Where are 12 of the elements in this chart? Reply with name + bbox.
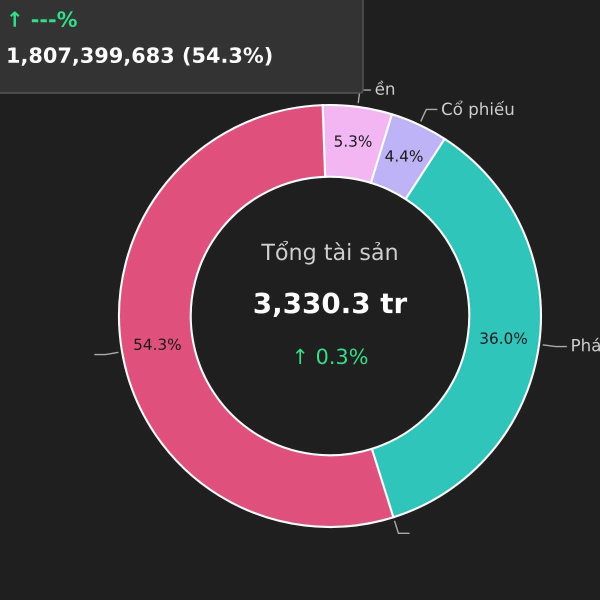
text: 3,330.3 tr [254, 292, 408, 318]
slice-label: Cổ phiếu [442, 100, 514, 118]
text: 1,807,399,683 (54.3%) [8, 46, 272, 66]
data-label: 54.3% [134, 338, 181, 350]
text: ↑ 0.3% [296, 348, 368, 364]
data-label: 5.3% [334, 135, 372, 147]
slice-label: Phá [572, 338, 600, 352]
slice-label: ền [376, 80, 394, 95]
data-label: 36.0% [480, 332, 527, 344]
text: Tổng tài sản [261, 240, 397, 265]
data-label: 4.4% [385, 150, 423, 162]
text: ↑ ---% [10, 11, 77, 28]
